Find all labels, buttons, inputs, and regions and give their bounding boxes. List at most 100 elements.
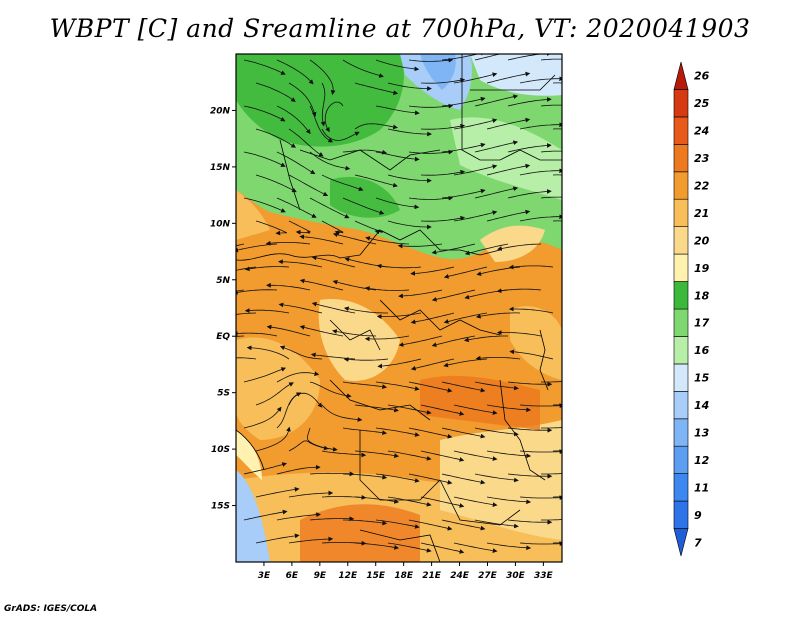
colorbar-swatch [673,500,689,529]
streamline [441,142,486,153]
streamline [244,266,290,272]
colorbar-swatch [673,116,689,145]
colorbar-label: 16 [694,344,710,357]
streamline [463,335,508,343]
streamline [354,542,400,550]
streamline [540,104,562,107]
x-tick-label: 3E [258,571,271,581]
streamline [441,381,486,393]
streamline [309,151,351,171]
streamline [496,288,542,294]
streamline [408,57,454,63]
streamline [244,308,290,314]
streamline [375,105,420,116]
streamline [552,450,562,452]
colorbar: 7 9 11 12 13 14 15 16 17 18 19 20 21 22 23 24 25 26 [673,61,710,557]
streamline [354,174,398,188]
streamline [519,495,562,501]
streamline [552,496,562,498]
streamline [265,282,311,291]
streamline [255,533,300,544]
y-tick-label: EQ [216,332,230,342]
colorbar-label: 13 [694,427,710,440]
streamline [320,82,326,127]
streamline [420,450,465,462]
streamline [342,149,388,155]
streamline [276,105,311,135]
streamline [243,462,287,475]
streamline [387,496,432,507]
streamline [377,358,422,369]
colorbar-label: 21 [694,207,709,220]
streamline [255,220,287,236]
streamline [276,464,321,475]
streamline [276,371,320,383]
streamline [288,536,334,544]
streamline [288,220,311,235]
streamline [375,519,420,529]
streamline [398,289,443,299]
streamline [453,210,498,222]
colorbar-swatch [673,528,689,557]
x-tick-label: 18E [394,571,414,581]
streamline [342,197,385,215]
y-tick-label: 20N [210,106,231,116]
streamline [443,266,488,279]
streamline [453,118,498,130]
streamline [541,473,562,475]
streamline [278,259,323,268]
streamline [288,174,329,197]
streamline [420,123,466,130]
streamline [343,519,388,526]
streamline [552,220,562,222]
streamline [299,278,344,291]
streamline [410,312,455,325]
streamline [441,188,486,199]
streamline [486,542,532,551]
streamline [321,220,344,235]
streamline [375,427,420,437]
streamline [474,94,519,107]
streamline [276,392,302,429]
streamline [243,151,286,167]
streamline [486,163,531,176]
streamline [321,128,360,141]
streamline [420,496,465,508]
streamline [474,186,519,199]
x-tick-label: 15E [366,571,386,581]
streamline [420,77,466,84]
colorbar-label: 24 [694,125,709,138]
streamline [387,174,432,183]
colorbar-swatch [673,445,689,474]
streamline [354,404,399,413]
colorbar-label: 18 [694,289,710,302]
streamline [540,150,562,153]
x-tick-label: 27E [478,571,498,581]
colorbar-swatch [673,418,689,447]
streamline [309,105,334,143]
streamline [376,263,422,269]
streamlines [236,54,562,554]
streamline [552,404,562,406]
streamline [431,243,476,255]
streamline [354,82,399,95]
streamline [236,312,257,315]
streamline [420,169,466,176]
streamline [420,404,465,416]
streamline [311,255,356,268]
streamline [552,82,562,84]
colorbar-label: 15 [694,372,710,385]
streamline [474,519,519,529]
colorbar-swatch [673,308,689,337]
streamline [519,122,562,130]
streamline [486,450,532,459]
streamline [332,329,377,337]
streamline [255,487,300,498]
streamline [408,381,453,393]
streamline [364,335,410,342]
streamline [321,450,367,458]
y-tick-label: 10S [211,445,230,455]
wbpt-shading [236,54,562,562]
streamline [474,381,519,391]
streamline [354,450,400,458]
